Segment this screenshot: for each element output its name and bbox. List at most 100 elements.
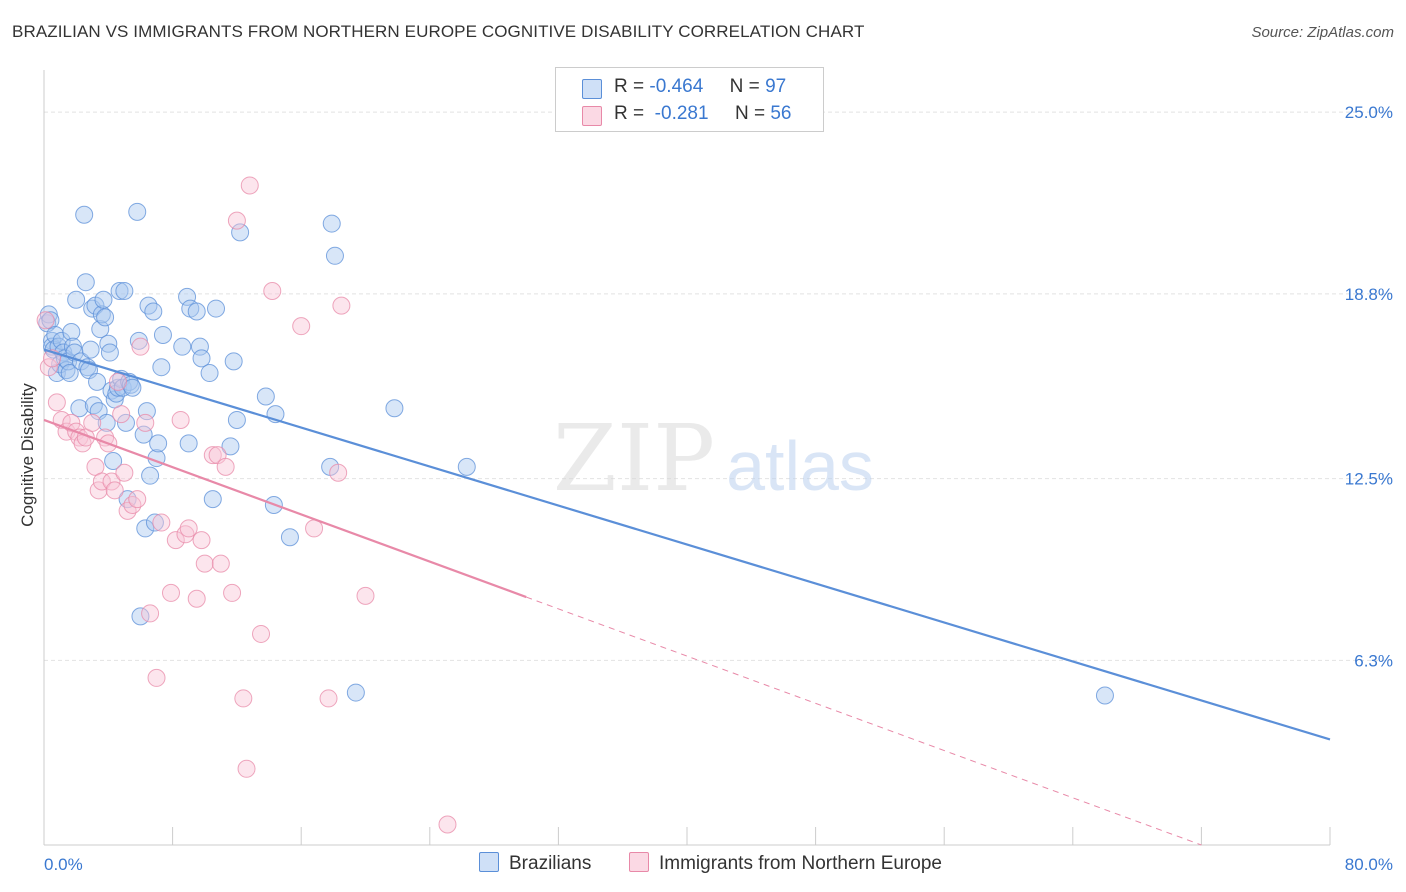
data-point bbox=[62, 323, 81, 342]
data-point bbox=[145, 513, 164, 532]
data-point bbox=[112, 405, 131, 424]
correlation-legend: R = -0.464 N = 97 R = -0.281 N = 56 bbox=[555, 67, 824, 132]
data-point bbox=[203, 490, 222, 509]
legend-swatch-blue bbox=[582, 79, 602, 99]
data-point bbox=[36, 311, 55, 330]
data-point bbox=[332, 296, 351, 315]
legend-label-brazilians: Brazilians bbox=[509, 853, 592, 874]
data-point bbox=[92, 472, 111, 491]
data-point bbox=[263, 281, 282, 300]
data-point bbox=[47, 393, 66, 412]
data-point bbox=[70, 399, 89, 418]
data-point bbox=[166, 531, 185, 550]
data-point bbox=[136, 519, 155, 538]
data-point bbox=[134, 425, 153, 444]
data-point bbox=[346, 683, 365, 702]
data-point bbox=[91, 320, 110, 339]
data-point bbox=[322, 214, 341, 233]
data-point bbox=[223, 583, 242, 602]
data-point bbox=[84, 396, 103, 415]
data-point bbox=[173, 337, 192, 356]
data-point bbox=[137, 402, 156, 421]
data-point bbox=[176, 525, 195, 544]
watermark-zip: ZIP bbox=[553, 405, 715, 512]
x-tick-labels: 0.0% 80.0% bbox=[44, 855, 1393, 874]
data-point bbox=[319, 689, 338, 708]
data-point bbox=[192, 531, 211, 550]
data-point bbox=[94, 290, 113, 309]
data-point bbox=[105, 481, 124, 500]
data-point bbox=[153, 325, 172, 344]
data-point bbox=[136, 413, 155, 432]
x-tick-label: 0.0% bbox=[44, 855, 83, 874]
axes bbox=[43, 70, 1331, 846]
data-point bbox=[240, 176, 259, 195]
data-point bbox=[231, 223, 250, 242]
data-point bbox=[96, 308, 115, 327]
data-point bbox=[385, 399, 404, 418]
data-point bbox=[179, 519, 198, 538]
data-point bbox=[280, 528, 299, 547]
data-point bbox=[110, 281, 129, 300]
data-point bbox=[83, 413, 102, 432]
data-point bbox=[149, 434, 168, 453]
trend-line-immigrants bbox=[43, 418, 527, 599]
data-point bbox=[88, 372, 107, 391]
data-point bbox=[63, 337, 82, 356]
bottom-legend-brazilians: Brazilians bbox=[479, 852, 591, 875]
data-point bbox=[224, 352, 243, 371]
grid-lines bbox=[44, 111, 1395, 661]
data-point bbox=[252, 624, 271, 643]
legend-swatch-pink bbox=[629, 852, 649, 872]
data-point bbox=[203, 446, 222, 465]
data-point bbox=[118, 501, 137, 520]
data-point bbox=[128, 202, 147, 221]
data-point bbox=[211, 554, 230, 573]
data-point bbox=[325, 246, 344, 265]
data-point bbox=[227, 410, 246, 429]
data-point bbox=[128, 490, 147, 509]
data-point bbox=[200, 364, 219, 383]
data-point bbox=[234, 689, 253, 708]
data-point bbox=[195, 554, 214, 573]
data-point bbox=[161, 583, 180, 602]
data-point bbox=[144, 302, 163, 321]
data-point bbox=[116, 413, 135, 432]
data-point bbox=[207, 299, 226, 318]
data-point bbox=[147, 668, 166, 687]
bottom-legend-immigrants: Immigrants from Northern Europe bbox=[629, 852, 942, 875]
data-point bbox=[292, 317, 311, 336]
y-tick-label: 18.8% bbox=[1345, 285, 1393, 304]
data-point bbox=[237, 759, 256, 778]
data-point bbox=[97, 413, 116, 432]
data-point bbox=[141, 466, 160, 485]
data-point bbox=[123, 495, 142, 514]
legend-label-immigrants: Immigrants from Northern Europe bbox=[659, 853, 942, 874]
data-point bbox=[104, 452, 123, 470]
data-point bbox=[108, 372, 127, 391]
legend-n-label: N = bbox=[734, 103, 766, 124]
legend-swatch-blue bbox=[479, 852, 499, 872]
data-point bbox=[216, 457, 235, 476]
data-point bbox=[81, 340, 100, 359]
data-point bbox=[49, 337, 68, 356]
data-point bbox=[1095, 686, 1114, 705]
data-point bbox=[41, 311, 60, 330]
data-point bbox=[178, 287, 197, 306]
data-point bbox=[190, 337, 209, 356]
data-point bbox=[187, 302, 206, 321]
data-point bbox=[356, 586, 375, 605]
data-point bbox=[152, 358, 171, 377]
series-immigrants bbox=[36, 176, 457, 834]
data-point bbox=[139, 296, 158, 315]
y-tick-labels: 6.3% 12.5% 18.8% 25.0% bbox=[1345, 103, 1393, 670]
legend-swatch-pink bbox=[582, 106, 602, 126]
data-point bbox=[39, 305, 58, 324]
x-tick-label: 80.0% bbox=[1345, 855, 1393, 874]
data-point bbox=[221, 437, 240, 456]
data-point bbox=[131, 337, 150, 356]
data-point bbox=[115, 463, 134, 482]
data-point bbox=[75, 205, 94, 224]
trend-line-immigrants-extension bbox=[526, 596, 1202, 846]
